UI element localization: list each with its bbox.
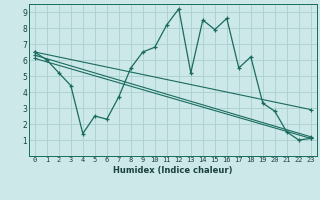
X-axis label: Humidex (Indice chaleur): Humidex (Indice chaleur) [113,166,233,175]
